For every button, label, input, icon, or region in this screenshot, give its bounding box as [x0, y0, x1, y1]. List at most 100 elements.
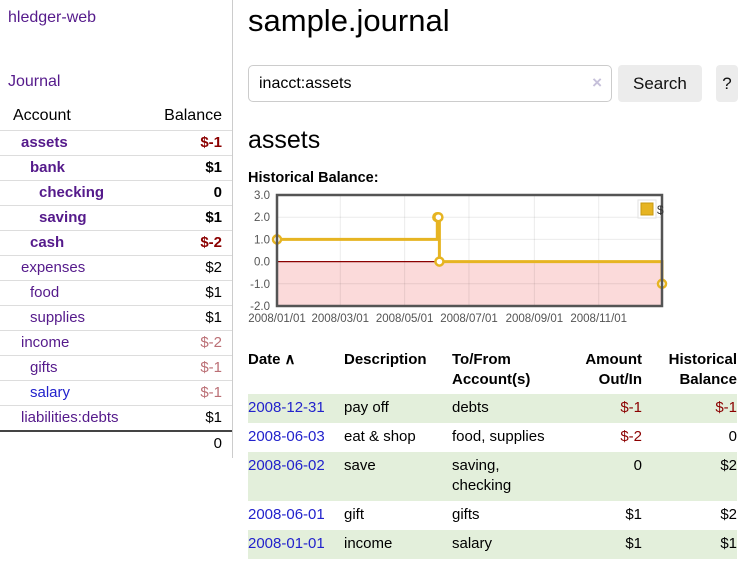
account-link[interactable]: supplies: [30, 309, 86, 326]
register-row: 2008-06-02 save saving, checking 0 $2: [248, 452, 737, 501]
accounts-table-body: assets $-1 bank $1 checking 0 saving $1 cash $-2 e…: [0, 130, 232, 431]
transaction-date-link[interactable]: 2008-12-31: [248, 399, 325, 416]
account-link[interactable]: checking: [39, 184, 105, 201]
account-link[interactable]: income: [21, 334, 70, 351]
account-link[interactable]: salary: [30, 384, 71, 401]
y-tick-label: 1.0: [254, 234, 270, 246]
register-row: 2008-12-31 pay off debts $-1 $-1: [248, 394, 737, 423]
account-balance: $1: [137, 155, 232, 181]
y-tick-label: 0.0: [254, 257, 270, 269]
transaction-date-link[interactable]: 2008-06-03: [248, 428, 325, 445]
x-tick-label: 2008/07/01: [440, 313, 498, 325]
sidebar-item-journal[interactable]: Journal: [8, 73, 61, 90]
transaction-amount: $1: [625, 506, 642, 523]
register-header-description: Description: [344, 351, 427, 368]
sort-ascending-icon: ∧: [284, 351, 296, 368]
transaction-date-link[interactable]: 2008-01-01: [248, 535, 325, 552]
help-button[interactable]: ?: [715, 65, 738, 102]
transaction-amount: 0: [562, 452, 642, 501]
account-row: food $1: [0, 280, 232, 306]
account-row: expenses $2: [0, 255, 232, 281]
register-header-balance: Historical Balance: [668, 351, 737, 388]
accounts-table: Account Balance assets $-1 bank $1 checking 0…: [0, 104, 232, 456]
account-row: cash $-2: [0, 230, 232, 256]
data-point-marker: [434, 256, 445, 267]
chart-title: Historical Balance:: [248, 170, 379, 186]
transaction-balance: 0: [728, 428, 737, 445]
account-balance: $-2: [137, 330, 232, 356]
data-point-marker: [433, 211, 444, 223]
transaction-balance: $-1: [642, 394, 737, 423]
y-tick-label: 3.0: [254, 190, 270, 202]
legend-label: $: [657, 203, 664, 217]
y-tick-label: -2.0: [250, 301, 270, 313]
transaction-description: eat & shop: [344, 428, 416, 445]
account-link[interactable]: gifts: [30, 359, 58, 376]
account-row: liabilities:debts $1: [0, 405, 232, 431]
account-balance: $-1: [137, 355, 232, 381]
account-row: checking 0: [0, 180, 232, 206]
transaction-accounts: saving, checking: [452, 452, 562, 501]
x-tick-label: 2008/03/01: [312, 313, 370, 325]
accounts-total-row: 0: [0, 430, 232, 456]
account-link[interactable]: liabilities:debts: [21, 409, 119, 426]
transaction-accounts: food, supplies: [452, 428, 545, 445]
accounts-header-balance: Balance: [164, 107, 222, 124]
x-tick-label: 2008/11/01: [570, 313, 627, 325]
account-row: salary $-1: [0, 380, 232, 406]
plot-border: [275, 193, 664, 308]
account-link[interactable]: saving: [39, 209, 87, 226]
transaction-description: save: [344, 452, 452, 501]
account-row: gifts $-1: [0, 355, 232, 381]
account-link[interactable]: food: [30, 284, 60, 301]
transaction-amount: $-2: [620, 428, 642, 445]
account-balance: $-1: [137, 130, 232, 156]
account-link[interactable]: bank: [30, 159, 66, 176]
register-table: Date ∧ Description To/From Account(s) Amo…: [248, 348, 737, 559]
transaction-description: income: [344, 530, 452, 559]
account-row: income $-2: [0, 330, 232, 356]
account-link[interactable]: expenses: [21, 259, 86, 276]
account-balance: $2: [137, 255, 232, 281]
account-link[interactable]: cash: [30, 234, 65, 251]
transaction-balance: $1: [642, 530, 737, 559]
register-header-row: Date ∧ Description To/From Account(s) Amo…: [248, 348, 737, 394]
account-heading: assets: [248, 126, 321, 154]
account-row: saving $1: [0, 205, 232, 231]
y-tick-label: 2.0: [254, 212, 270, 224]
account-balance: $1: [137, 305, 232, 331]
transaction-description: gift: [344, 506, 365, 523]
negative-region: [277, 261, 662, 306]
clear-search-icon[interactable]: ×: [592, 73, 602, 92]
main-content: sample.journal × Search ? assets Histori…: [248, 0, 738, 559]
accounts-total-spacer: [0, 430, 138, 456]
transaction-date-link[interactable]: 2008-06-01: [248, 506, 325, 523]
accounts-total-value: 0: [137, 430, 232, 456]
x-tick-label: 2008/09/01: [506, 313, 564, 325]
transaction-balance: $2: [642, 452, 737, 501]
search-input-wrap: ×: [248, 65, 612, 102]
register-row: 2008-01-01 income salary $1 $1: [248, 530, 737, 559]
sidebar: hledger-web Journal Account Balance asse…: [0, 0, 233, 458]
account-link[interactable]: assets: [21, 134, 68, 151]
transaction-amount: $1: [562, 530, 642, 559]
account-row: supplies $1: [0, 305, 232, 331]
account-balance: $1: [137, 205, 232, 231]
app-title-link[interactable]: hledger-web: [8, 9, 97, 26]
transaction-accounts: gifts: [452, 506, 480, 523]
search-input[interactable]: [248, 65, 612, 102]
page-title: sample.journal: [248, 3, 450, 38]
search-button[interactable]: Search: [618, 65, 702, 102]
register-row: 2008-06-01 gift gifts $1 $2: [248, 501, 737, 530]
y-tick-label: -1.0: [250, 279, 270, 291]
account-balance: $1: [137, 280, 232, 306]
register-header-accounts: To/From Account(s): [452, 351, 531, 388]
transaction-accounts: salary: [452, 530, 562, 559]
register-header-date[interactable]: Date ∧: [248, 351, 296, 368]
transaction-date-link[interactable]: 2008-06-02: [248, 457, 325, 474]
x-tick-label: 2008/01/01: [248, 313, 306, 325]
transaction-amount: $-1: [562, 394, 642, 423]
register-table-body: 2008-12-31 pay off debts $-1 $-1 2008-06-03 ea…: [248, 394, 737, 559]
account-row: bank $1: [0, 155, 232, 181]
